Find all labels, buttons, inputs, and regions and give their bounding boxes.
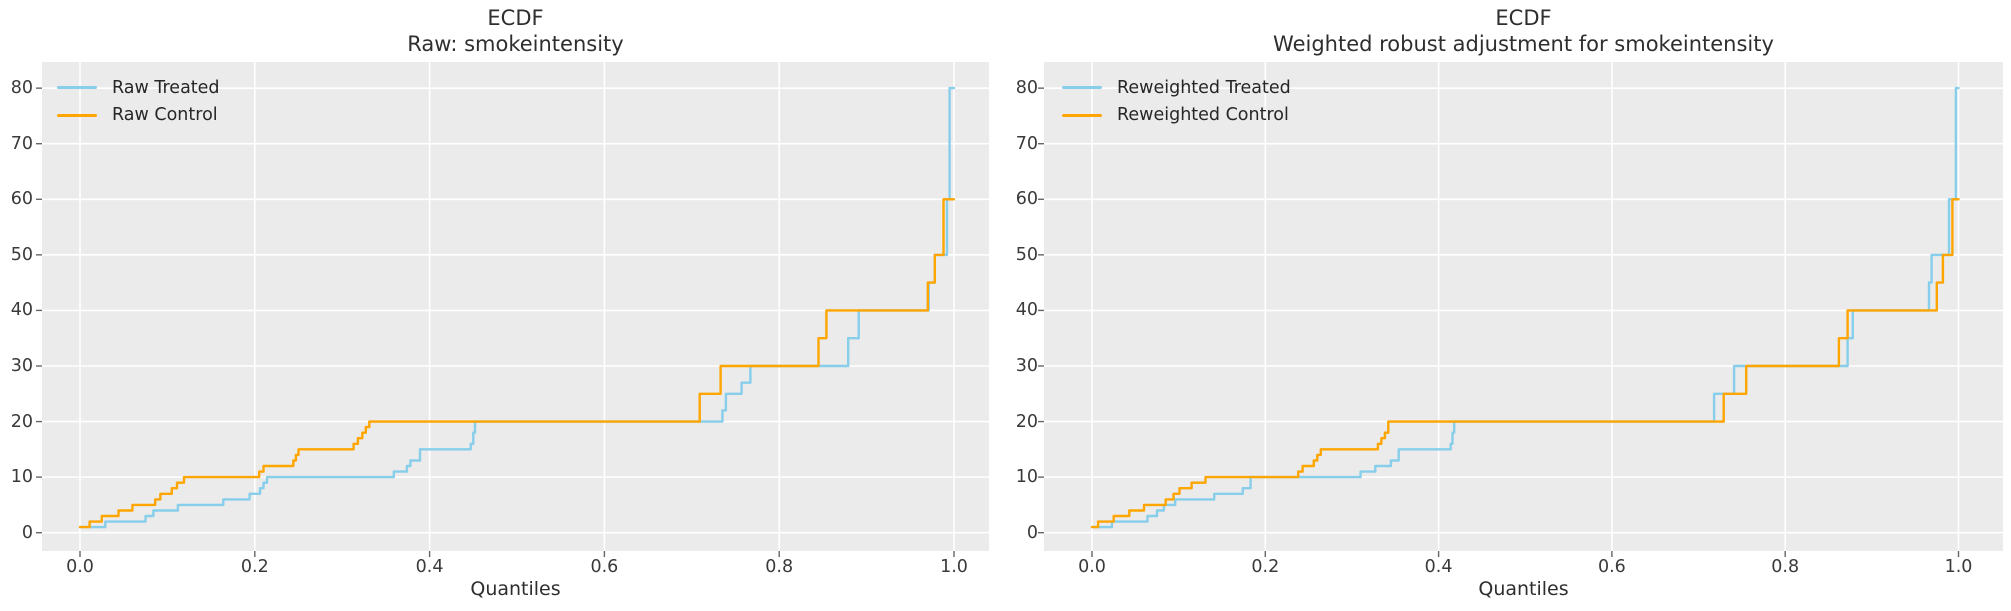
legend-label: Raw Treated (112, 77, 220, 98)
chart-title-weighted: ECDF Weighted robust adjustment for smok… (1044, 5, 2004, 57)
x-axis-label: Quantiles (1478, 578, 1569, 600)
x-tick-label: 1.0 (940, 557, 968, 577)
y-tick-label: 50 (1015, 244, 1038, 265)
x-tick-label: 0.2 (1251, 557, 1280, 577)
control-line-swatch (1062, 113, 1102, 117)
chart-title-line1: ECDF (487, 6, 544, 30)
legend-entry-reweighted-control: Reweighted Control (1062, 102, 1289, 128)
chart-title-line2: Weighted robust adjustment for smokeinte… (1273, 32, 1774, 56)
legend-entry-raw-treated: Raw Treated (57, 75, 220, 101)
control-line-swatch (57, 113, 97, 117)
chart-title-line2: Raw: smokeintensity (407, 32, 624, 56)
y-tick-label: 80 (1015, 78, 1038, 99)
legend-label: Reweighted Treated (1117, 77, 1291, 98)
y-tick-label: 20 (1015, 411, 1038, 432)
legend-entry-reweighted-treated: Reweighted Treated (1062, 75, 1291, 101)
chart-title-line1: ECDF (1495, 6, 1552, 30)
x-tick-label: 0.6 (1597, 557, 1626, 577)
y-tick-label: 40 (1015, 300, 1038, 321)
chart-title-raw: ECDF Raw: smokeintensity (36, 5, 996, 57)
x-tick-label: 0.6 (590, 557, 619, 577)
y-tick-label: 60 (10, 189, 33, 210)
y-tick-label: 30 (10, 355, 33, 376)
y-tick-label: 0 (21, 522, 33, 543)
x-tick-label: 0.0 (1078, 557, 1106, 577)
y-tick-label: 10 (10, 467, 33, 488)
x-tick-label: 0.4 (1424, 557, 1453, 577)
y-tick-label: 70 (1015, 133, 1038, 154)
y-tick-label: 30 (1015, 355, 1038, 376)
x-tick-label: 0.8 (765, 557, 794, 577)
series-line-reweighted-control (1090, 198, 1960, 529)
x-tick-label: 0.8 (1771, 557, 1800, 577)
y-tick-label: 60 (1015, 189, 1038, 210)
y-tick-label: 0 (1026, 522, 1038, 543)
y-tick-label: 40 (10, 300, 33, 321)
legend-entry-raw-control: Raw Control (57, 102, 218, 128)
y-tick-label: 80 (10, 78, 33, 99)
series-line-raw-control (78, 198, 956, 529)
y-tick-label: 50 (10, 244, 33, 265)
y-tick-label: 70 (10, 133, 33, 154)
legend-label: Reweighted Control (1117, 105, 1289, 125)
treated-line-swatch (1062, 86, 1102, 89)
x-axis-label: Quantiles (470, 578, 561, 600)
x-tick-label: 1.0 (1944, 557, 1973, 577)
legend-label: Raw Control (112, 105, 218, 125)
treated-line-swatch (57, 86, 97, 89)
x-tick-label: 0.0 (66, 557, 94, 577)
y-tick-label: 20 (10, 411, 33, 432)
x-tick-label: 0.2 (240, 557, 269, 577)
y-tick-label: 10 (1015, 467, 1038, 488)
x-tick-label: 0.4 (415, 557, 444, 577)
